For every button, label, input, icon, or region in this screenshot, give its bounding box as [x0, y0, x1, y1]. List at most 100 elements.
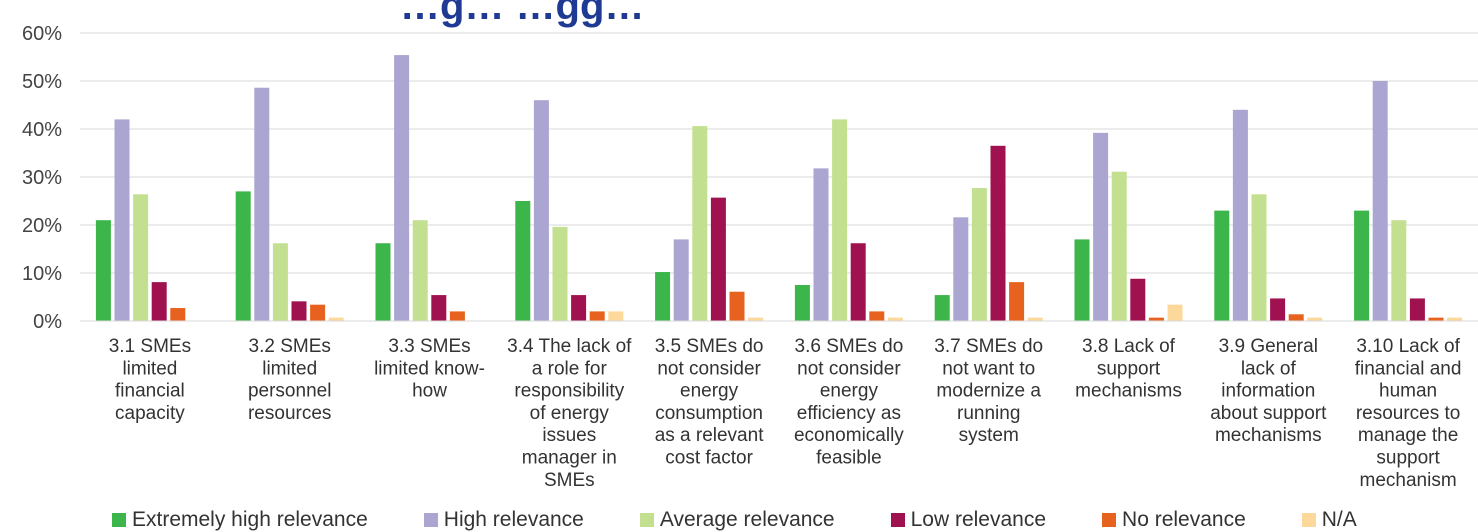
bar — [1093, 132, 1109, 321]
legend-label: Average relevance — [659, 508, 835, 531]
legend-label: Low relevance — [910, 508, 1047, 531]
gridlines — [80, 32, 1478, 274]
bar — [1009, 282, 1025, 321]
bar — [114, 119, 130, 322]
y-tick-label: 10% — [22, 263, 62, 285]
bar — [934, 295, 950, 321]
bar — [235, 191, 251, 321]
bar — [692, 126, 708, 322]
bar — [673, 239, 689, 321]
bar — [1447, 317, 1463, 321]
legend-swatch — [423, 513, 438, 527]
bar — [608, 311, 624, 321]
bar — [1409, 298, 1425, 321]
bar — [869, 311, 885, 321]
bar — [291, 301, 307, 321]
bar — [1354, 210, 1370, 321]
legend-item: Low relevance — [890, 508, 1047, 532]
bar — [170, 308, 186, 321]
y-tick-label: 60% — [22, 23, 62, 45]
legend-label: N/A — [1321, 508, 1357, 531]
category-label: 3.1 SMEs limited financial capacity — [109, 336, 191, 424]
bars — [95, 55, 1463, 322]
legend-item: High relevance — [423, 508, 584, 532]
legend-item: No relevance — [1102, 508, 1246, 532]
legend-swatch — [890, 513, 905, 527]
bar — [254, 87, 270, 321]
bar — [589, 311, 605, 321]
legend-swatch — [1102, 513, 1117, 527]
bar — [729, 291, 745, 321]
category-label: 3.7 SMEs do not want to modernize a running… — [934, 336, 1043, 446]
category-label: 3.8 Lack of support mechanisms — [1075, 336, 1182, 402]
y-tick-label: 50% — [22, 71, 62, 93]
bar — [832, 119, 848, 322]
legend-swatch — [639, 513, 654, 527]
bar — [272, 243, 288, 321]
bar — [953, 217, 969, 321]
category-label: 3.5 SMEs do not consider energy consumption… — [655, 336, 765, 469]
legend-label: No relevance — [1122, 508, 1246, 531]
bar — [394, 55, 410, 322]
bar — [1232, 109, 1248, 321]
category-label: 3.4 The lack of a role for responsibility o… — [507, 336, 632, 491]
bar — [449, 311, 465, 321]
bar — [431, 295, 447, 321]
bar — [655, 272, 671, 321]
category-label: 3.3 SMEs limited know-how — [374, 336, 485, 402]
legend-item: Average relevance — [639, 508, 835, 532]
bar — [1288, 314, 1304, 321]
bar — [1214, 210, 1230, 321]
legend-swatch — [112, 513, 126, 527]
bar — [328, 317, 344, 321]
y-tick-label: 20% — [22, 215, 62, 237]
category-label: 3.2 SMEs limited personnel resources — [248, 336, 331, 424]
y-tick-label: 0% — [33, 311, 62, 333]
bar — [571, 295, 587, 321]
bar — [971, 188, 987, 321]
legend: Extremely high relevance High relevance Av… — [112, 508, 1413, 532]
legend-label: Extremely high relevance — [132, 508, 368, 531]
bar — [375, 243, 391, 321]
bar — [1251, 194, 1267, 321]
category-label: 3.6 SMEs do not consider energy efficiency … — [794, 336, 904, 469]
y-tick-label: 30% — [22, 167, 62, 189]
bar — [515, 201, 531, 321]
bar — [887, 317, 903, 321]
bar — [1074, 239, 1090, 321]
bar — [1027, 317, 1043, 321]
legend-item: N/A — [1301, 508, 1357, 532]
bar — [794, 285, 810, 321]
legend-swatch — [1301, 513, 1316, 527]
bar — [710, 197, 726, 321]
bar — [1270, 298, 1286, 321]
bar — [552, 226, 568, 321]
legend-label: High relevance — [443, 508, 584, 531]
bar — [1167, 304, 1183, 321]
bar — [412, 220, 428, 321]
chart-title: …g… …gg… — [400, 0, 645, 28]
y-tick-label: 40% — [22, 119, 62, 141]
bar — [1372, 81, 1388, 321]
bar — [1148, 317, 1164, 321]
category-label: 3.10 Lack of financial and human resources … — [1355, 336, 1462, 491]
bar — [151, 282, 167, 321]
bar — [1307, 317, 1323, 321]
bar — [990, 145, 1006, 321]
legend-item: Extremely high relevance — [112, 508, 368, 532]
category-labels: 3.1 SMEs limited financial capacity 3.2 SMEs… — [109, 336, 1462, 491]
y-axis-ticks: 0% 10% 20% 30% 40% 50% 60% — [22, 23, 62, 333]
bar — [95, 220, 111, 321]
bar — [533, 100, 549, 321]
bar — [813, 168, 829, 321]
bar — [1130, 278, 1146, 321]
bar — [748, 317, 764, 321]
bar — [850, 243, 866, 321]
category-label: 3.9 General lack of information about suppo… — [1210, 336, 1327, 446]
bar — [310, 304, 326, 321]
bar — [1391, 220, 1407, 321]
bar — [133, 194, 149, 321]
bar — [1111, 171, 1127, 321]
bar — [1428, 317, 1444, 321]
